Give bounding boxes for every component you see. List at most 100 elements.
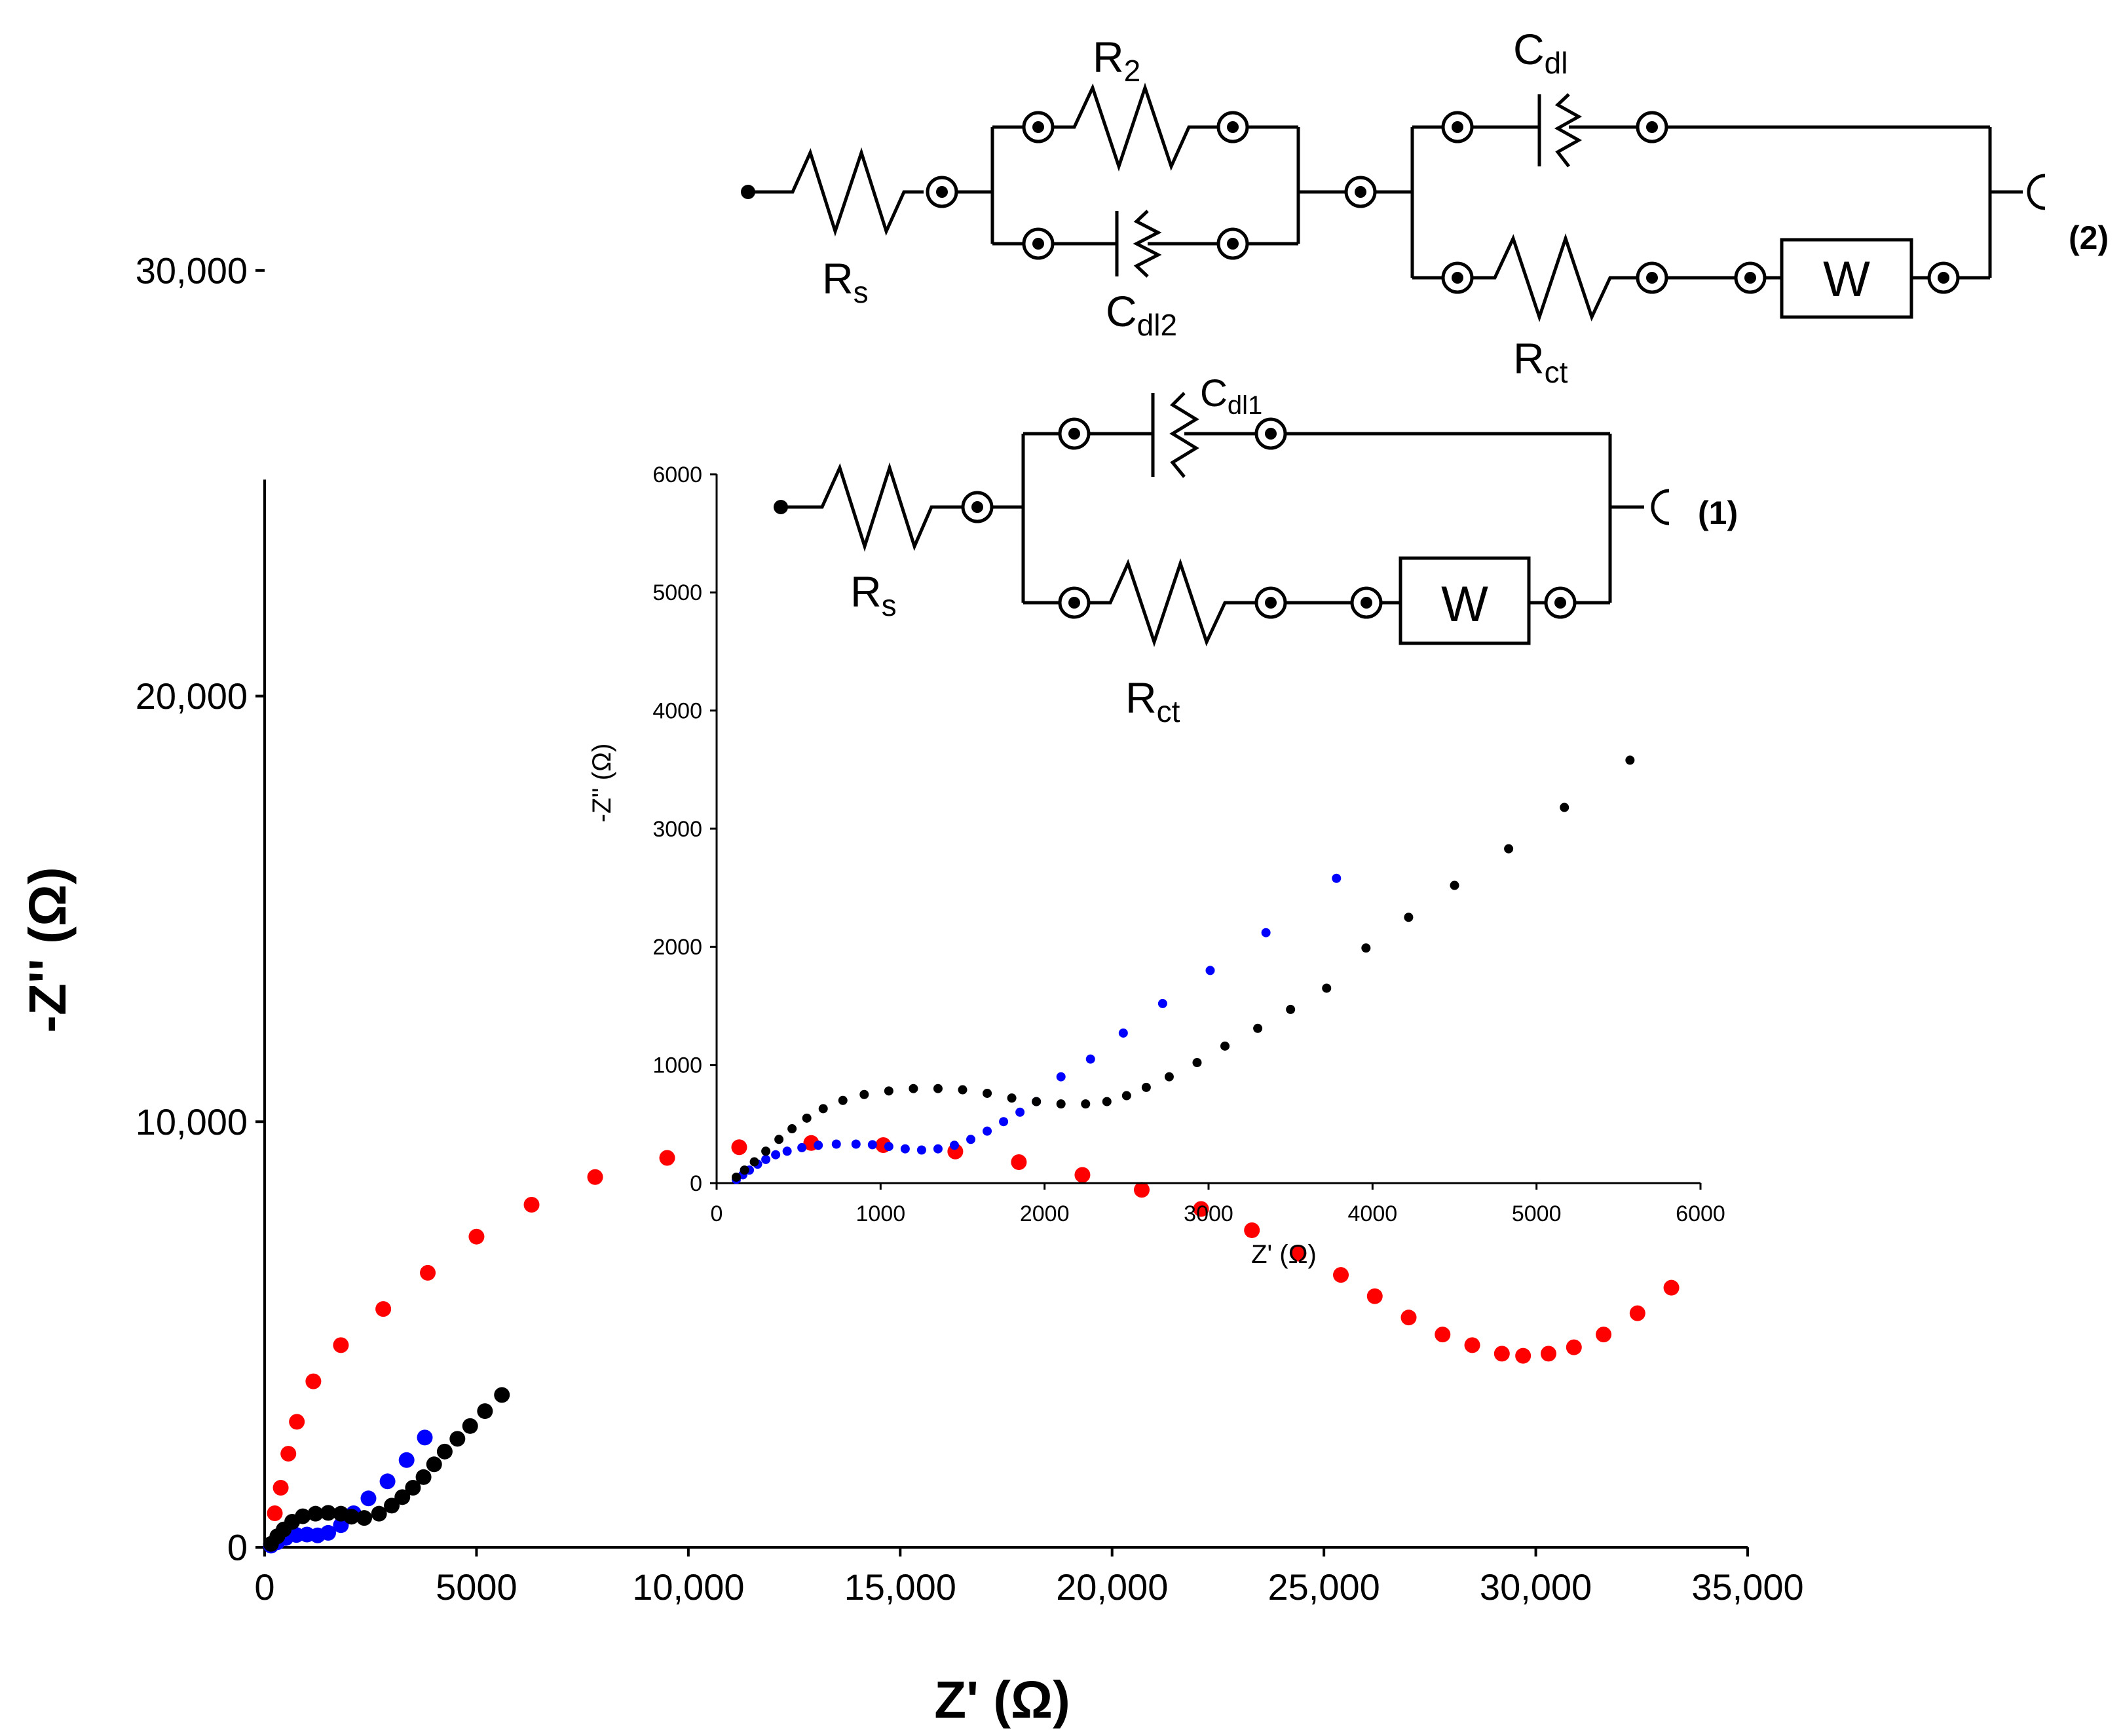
inset-point-blue xyxy=(1015,1107,1025,1117)
main-point-red xyxy=(289,1414,305,1430)
main-point-red xyxy=(1011,1154,1027,1171)
circuit1-rs-resistor xyxy=(811,462,963,552)
circuit1-node xyxy=(1254,417,1287,450)
main-point-red xyxy=(1366,1288,1383,1304)
main-point-red xyxy=(1193,1201,1209,1217)
circuit2-node xyxy=(1344,176,1377,208)
circuit1-warburg-label: W xyxy=(1441,576,1488,632)
inset-point-black xyxy=(1504,844,1514,854)
circuit1-node xyxy=(1058,417,1091,450)
main-point-red xyxy=(1290,1245,1307,1262)
circuit2-node xyxy=(1441,111,1474,143)
main-point-red xyxy=(1566,1339,1582,1355)
main-y-tick-label: 20,000 xyxy=(136,675,248,717)
inset-point-black xyxy=(909,1084,918,1093)
inset-y-tick-label: 4000 xyxy=(652,699,702,724)
inset-point-black xyxy=(958,1085,968,1095)
circuit1-output-terminal xyxy=(1651,489,1670,525)
inset-point-blue xyxy=(771,1150,781,1160)
main-point-black xyxy=(394,1489,411,1505)
main-point-black xyxy=(356,1510,373,1526)
inset-x-ticks: 0 1000 2000 3000 4000 5000 6000 xyxy=(711,1183,1725,1226)
main-point-red xyxy=(1540,1346,1556,1362)
circuit2-cdl-label: Cdl xyxy=(1513,25,1568,80)
inset-point-blue xyxy=(1085,1054,1095,1064)
main-point-black xyxy=(436,1443,453,1460)
main-x-tick-label: 10,000 xyxy=(632,1566,744,1608)
circuit2-rs-resistor xyxy=(780,147,924,237)
circuit2-node xyxy=(1927,261,1960,294)
circuit1-cdl1-cpe xyxy=(1151,392,1199,478)
inset-point-black xyxy=(1056,1099,1066,1109)
main-point-red xyxy=(1133,1182,1150,1198)
inset-point-blue xyxy=(761,1154,771,1164)
inset-point-black xyxy=(1192,1058,1202,1068)
main-chart: 0 5000 10,000 15,000 20,000 25,000 30,000 35,00… xyxy=(18,250,1804,1729)
main-point-black xyxy=(320,1505,337,1521)
circuit1-node xyxy=(1254,586,1287,619)
main-x-ticks: 0 5000 10,000 15,000 20,000 25,000 30,000 35,00… xyxy=(254,1547,1804,1608)
main-point-red xyxy=(468,1228,485,1245)
inset-point-blue xyxy=(884,1142,893,1152)
inset-point-black xyxy=(884,1086,893,1096)
circuit2-cdl2-label: Cdl2 xyxy=(1106,287,1177,342)
inset-point-black xyxy=(1164,1072,1174,1082)
inset-y-tick-label: 3000 xyxy=(652,817,702,842)
main-point-red xyxy=(420,1264,436,1281)
circuit-2: Rs R2 Cdl2 Cdl Rct W (2) xyxy=(741,25,2109,389)
circuit2-cdl2-cpe xyxy=(1115,210,1162,278)
inset-point-blue xyxy=(916,1145,926,1155)
main-point-red xyxy=(1244,1222,1260,1238)
inset-point-black xyxy=(732,1172,742,1182)
inset-point-blue xyxy=(867,1140,877,1150)
circuit2-node xyxy=(1441,261,1474,294)
main-point-red xyxy=(1435,1327,1451,1343)
main-point-black xyxy=(462,1418,478,1434)
main-point-red xyxy=(1333,1267,1349,1283)
main-y-tick-label: 10,000 xyxy=(136,1101,248,1142)
main-y-tick-label: 0 xyxy=(227,1527,248,1568)
main-x-tick-label: 15,000 xyxy=(844,1566,956,1608)
inset-point-black xyxy=(838,1095,848,1105)
circuit1-rct-resistor xyxy=(1089,558,1256,647)
main-x-tick-label: 30,000 xyxy=(1480,1566,1592,1608)
main-point-black xyxy=(405,1480,421,1496)
inset-point-black xyxy=(761,1146,771,1156)
inset-point-black xyxy=(1253,1023,1263,1033)
main-point-red xyxy=(272,1480,289,1496)
inset-point-black xyxy=(1007,1093,1017,1103)
main-point-red xyxy=(1494,1346,1510,1362)
inset-point-blue xyxy=(1118,1028,1128,1038)
circuit2-rct-label: Rct xyxy=(1513,334,1568,389)
circuit2-output-terminal xyxy=(2027,174,2046,210)
inset-x-tick-label: 0 xyxy=(711,1201,723,1226)
inset-point-blue xyxy=(949,1141,959,1150)
main-point-red xyxy=(731,1139,747,1156)
circuit1-node xyxy=(1544,586,1577,619)
inset-point-blue xyxy=(1056,1072,1066,1082)
inset-x-tick-label: 6000 xyxy=(1676,1201,1725,1226)
circuit2-node xyxy=(1216,227,1249,260)
circuit1-node xyxy=(1058,586,1091,619)
main-point-black xyxy=(295,1508,311,1524)
inset-point-blue xyxy=(814,1141,823,1150)
inset-point-black xyxy=(802,1113,812,1123)
main-point-black xyxy=(307,1505,324,1522)
main-point-red xyxy=(523,1196,540,1213)
inset-y-tick-label: 5000 xyxy=(652,580,702,605)
circuit2-cdl-cpe xyxy=(1537,93,1583,168)
main-point-black xyxy=(415,1469,432,1485)
circuit2-node xyxy=(1734,261,1767,294)
main-data-points xyxy=(263,1135,1680,1554)
inset-y-axis-label: -Z'' (Ω) xyxy=(588,744,616,823)
main-x-tick-label: 20,000 xyxy=(1056,1566,1168,1608)
main-point-red xyxy=(659,1150,675,1166)
inset-y-tick-label: 1000 xyxy=(652,1053,702,1078)
inset-point-black xyxy=(1286,1004,1296,1014)
circuit2-node xyxy=(1636,261,1668,294)
inset-point-blue xyxy=(831,1139,841,1149)
main-point-red xyxy=(1663,1279,1680,1296)
main-point-blue xyxy=(417,1429,433,1446)
main-x-tick-label: 0 xyxy=(254,1566,274,1608)
